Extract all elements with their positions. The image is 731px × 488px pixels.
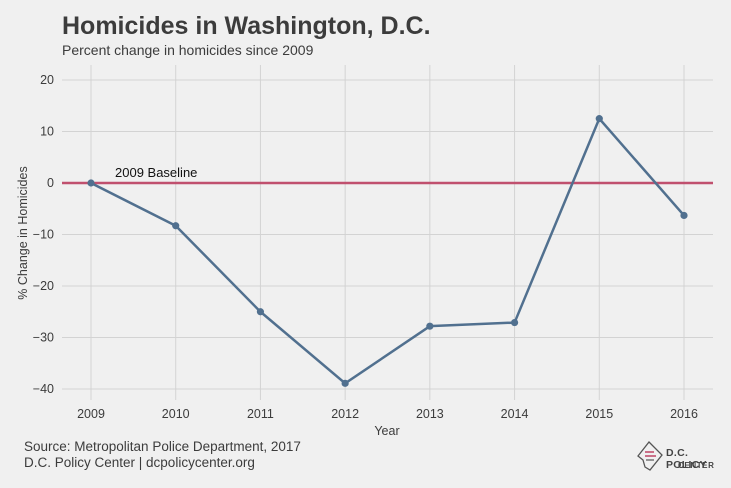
x-tick-label: 2012 <box>331 407 359 421</box>
logo-text: D.C. POLICY <box>666 447 707 471</box>
dc-policy-center-logo: D.C. POLICY CENTER <box>636 440 726 480</box>
y-tick-label: 10 <box>40 125 54 139</box>
y-tick-label: −20 <box>33 279 54 293</box>
data-point <box>426 322 434 330</box>
series-line <box>90 117 685 385</box>
data-point <box>510 318 519 327</box>
x-tick-label: 2014 <box>501 407 529 421</box>
y-tick-labels: 20 10 0 −10 −20 −30 −40 <box>33 73 54 396</box>
credit-note: D.C. Policy Center | dcpolicycenter.org <box>24 455 255 470</box>
x-tick-label: 2015 <box>585 407 613 421</box>
grid-lines <box>62 65 713 400</box>
series-group <box>87 115 688 387</box>
data-point <box>172 222 180 230</box>
y-tick-label: 20 <box>40 73 54 87</box>
chart-subtitle: Percent change in homicides since 2009 <box>62 42 314 58</box>
x-tick-label: 2010 <box>162 407 190 421</box>
x-tick-label: 2011 <box>247 407 274 421</box>
chart-title: Homicides in Washington, D.C. <box>62 12 431 40</box>
y-tick-label: −40 <box>33 382 54 396</box>
data-point <box>341 379 349 387</box>
x-tick-label: 2016 <box>670 407 698 421</box>
y-tick-label: −10 <box>33 228 54 242</box>
source-note: Source: Metropolitan Police Department, … <box>24 439 301 454</box>
data-point <box>595 115 603 123</box>
baseline-group: 2009 Baseline <box>62 165 713 185</box>
x-axis-label: Year <box>374 424 399 438</box>
y-axis-label: % Change in Homicides <box>16 166 30 299</box>
baseline-label: 2009 Baseline <box>115 165 197 180</box>
data-point <box>256 308 265 316</box>
x-tick-label: 2013 <box>416 407 444 421</box>
x-tick-labels: 2009 2010 2011 2012 2013 2014 2015 2016 <box>77 407 698 421</box>
data-point <box>87 179 95 187</box>
logo-subtext: CENTER <box>678 461 715 470</box>
y-tick-label: 0 <box>47 176 54 190</box>
dc-map-icon <box>637 441 663 471</box>
data-point <box>680 211 688 220</box>
y-tick-label: −30 <box>33 331 54 345</box>
x-tick-label: 2009 <box>77 407 105 421</box>
